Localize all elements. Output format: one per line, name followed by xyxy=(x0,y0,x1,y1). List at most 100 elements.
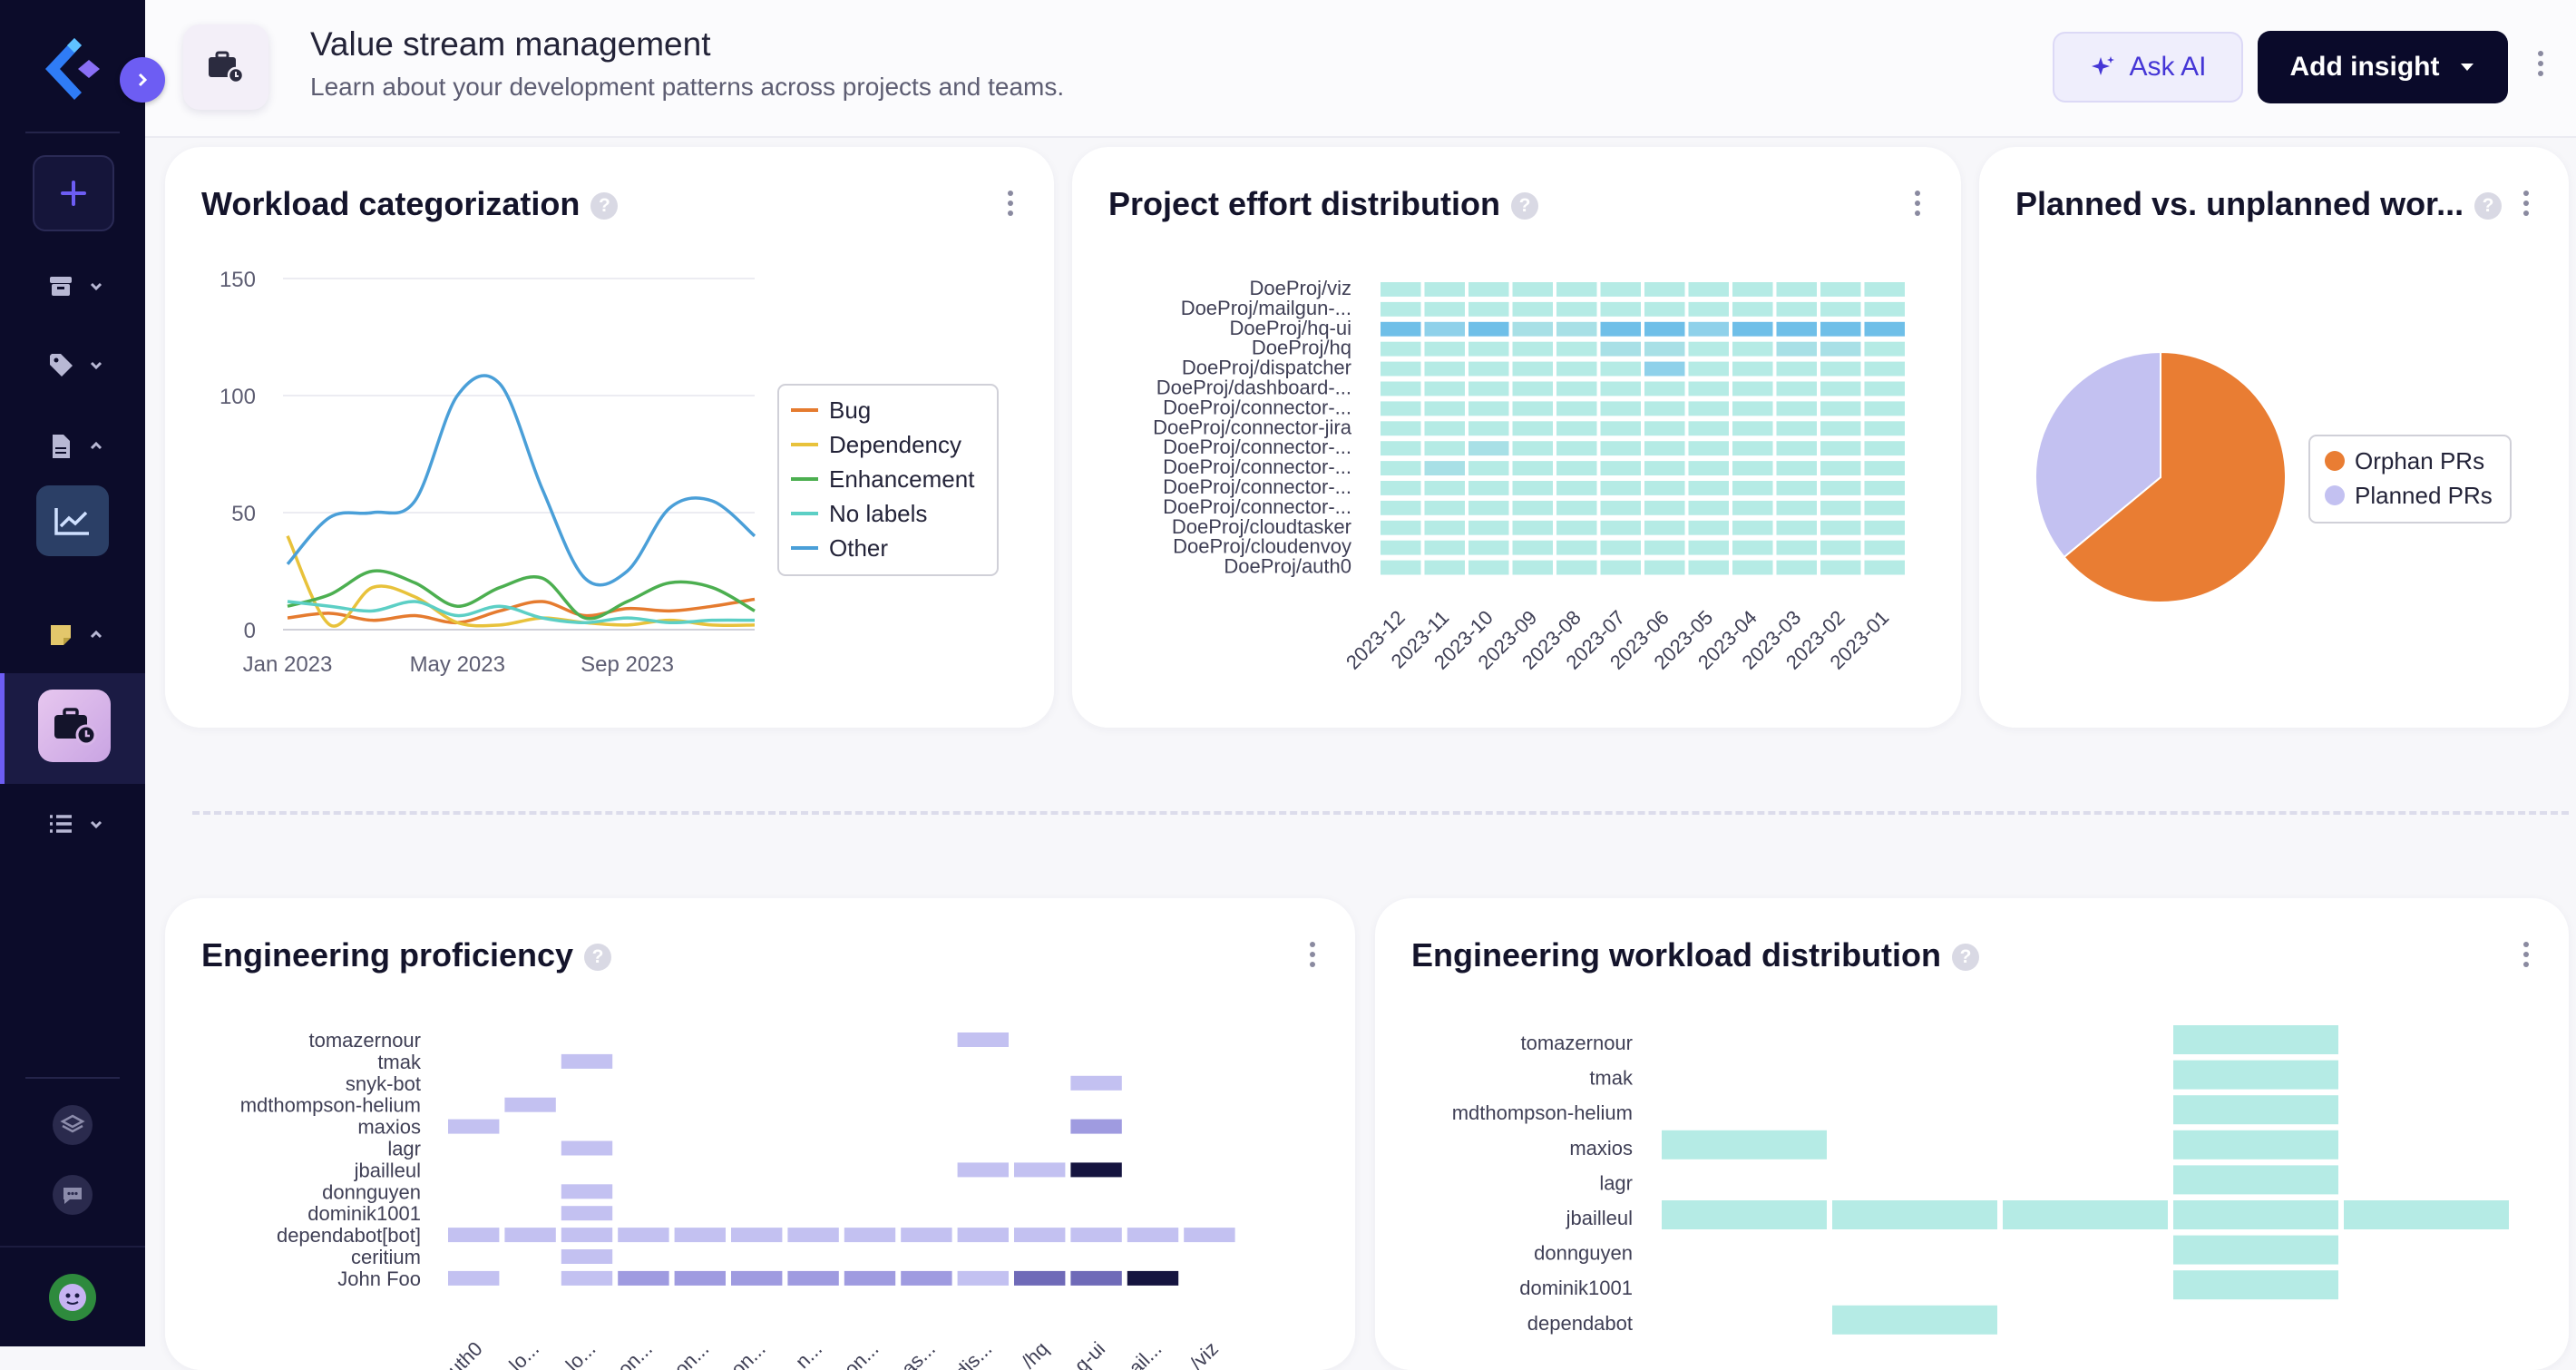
avatar[interactable] xyxy=(49,1274,96,1321)
heatmap-cell xyxy=(1688,282,1729,297)
heatmap-cell xyxy=(1381,520,1421,535)
heatmap-cell xyxy=(561,1053,613,1069)
sidebar-item-charts[interactable] xyxy=(36,485,109,556)
heatmap-cell xyxy=(1644,282,1685,297)
heatmap-cell xyxy=(1556,301,1597,317)
heatmap-cell xyxy=(1864,500,1905,515)
add-icon xyxy=(61,181,86,206)
sidebar-item-archive[interactable] xyxy=(47,268,105,304)
heatmap-cell xyxy=(1014,1228,1066,1243)
card-more-icon[interactable] xyxy=(1915,191,1920,216)
heatmap-cell xyxy=(1600,301,1641,317)
series-line-bug xyxy=(287,597,756,625)
list-icon xyxy=(50,815,72,833)
header-more-icon[interactable] xyxy=(2538,51,2543,76)
row-label: dominik1001 xyxy=(307,1202,421,1225)
heatmap-cell xyxy=(1820,500,1861,515)
heatmap-cell xyxy=(1732,560,1773,575)
heatmap-cell xyxy=(1864,361,1905,377)
heatmap-cell xyxy=(504,1228,556,1243)
column-label: on... xyxy=(613,1337,657,1370)
heatmap-cell xyxy=(1556,421,1597,436)
heatmap-cell xyxy=(1820,421,1861,436)
card-more-icon[interactable] xyxy=(2523,191,2529,216)
x-tick-label: Sep 2023 xyxy=(581,652,674,677)
sidebar-item-notes[interactable] xyxy=(47,617,105,653)
heatmap-cell xyxy=(1644,441,1685,456)
tag-icon xyxy=(50,354,73,377)
heatmap-cell xyxy=(1556,441,1597,456)
sidebar-item-value-stream[interactable] xyxy=(0,673,145,784)
sidebar-item-documents[interactable] xyxy=(47,428,105,465)
briefcase-clock-icon xyxy=(54,708,97,746)
heatmap-cell xyxy=(1469,441,1509,456)
add-insight-button[interactable]: Add insight xyxy=(2258,31,2508,103)
planned-pie-chart: Orphan PRs Planned PRs xyxy=(2034,350,2512,603)
y-tick-label: 150 xyxy=(220,268,256,292)
heatmap-cell xyxy=(1424,441,1465,456)
sidebar-item-list[interactable] xyxy=(47,806,105,842)
heatmap-cell xyxy=(1469,520,1509,535)
card-more-icon[interactable] xyxy=(1310,942,1315,967)
legend-label: No labels xyxy=(829,500,927,527)
card-title: Planned vs. unplanned wor...? xyxy=(2015,185,2503,223)
heatmap-cell xyxy=(901,1270,952,1286)
heatmap-cell xyxy=(1864,461,1905,475)
help-icon[interactable]: ? xyxy=(1511,192,1538,220)
column-label: as... xyxy=(897,1337,940,1370)
card-title-text: Workload categorization xyxy=(201,185,581,222)
heatmap-cell xyxy=(1600,540,1641,555)
sidebar xyxy=(0,0,145,1346)
heatmap-cell xyxy=(1556,520,1597,535)
help-icon[interactable]: ? xyxy=(1952,944,1980,972)
heatmap-cell xyxy=(1864,540,1905,555)
column-label: /viz xyxy=(1186,1337,1223,1370)
legend-swatch xyxy=(2325,485,2345,505)
heatmap-cell xyxy=(1556,341,1597,357)
heatmap-cell xyxy=(1820,461,1861,475)
workload-distribution-heatmap: tomazernour tmak mdthompson-helium maxios la… xyxy=(1452,1025,2509,1335)
heatmap-cell xyxy=(1864,441,1905,456)
help-icon[interactable]: ? xyxy=(590,192,619,220)
heatmap-cell xyxy=(1424,461,1465,475)
card-more-icon[interactable] xyxy=(1008,191,1013,216)
heatmap-cell xyxy=(1820,520,1861,535)
heatmap-cell xyxy=(1512,361,1553,377)
sidebar-item-tags[interactable] xyxy=(47,347,105,383)
heatmap-cell xyxy=(1600,461,1641,475)
card-more-icon[interactable] xyxy=(2523,942,2529,967)
pie-slice-orphan-prs xyxy=(2063,350,2287,603)
add-button[interactable] xyxy=(33,155,114,231)
chevron-up-icon xyxy=(90,441,102,450)
heatmap-cell xyxy=(561,1228,613,1243)
heatmap-cell xyxy=(1776,481,1817,495)
help-icon[interactable]: ? xyxy=(584,944,612,972)
heatmap-cell xyxy=(1127,1228,1179,1243)
card-title: Workload categorization? xyxy=(201,185,619,223)
chevron-down-icon xyxy=(90,282,102,291)
heatmap-cell xyxy=(957,1270,1009,1286)
help-icon[interactable]: ? xyxy=(2474,192,2503,220)
heatmap-cell xyxy=(1556,321,1597,337)
heatmap-cell xyxy=(1600,361,1641,377)
heatmap-cell xyxy=(1512,401,1553,416)
heatmap-cell xyxy=(1732,282,1773,297)
heatmap-cell xyxy=(1469,341,1509,357)
heatmap-cell xyxy=(1424,381,1465,396)
heatmap-cell xyxy=(1381,560,1421,575)
sidebar-collapse-button[interactable] xyxy=(120,57,165,103)
heatmap-cell xyxy=(1424,560,1465,575)
row-label: DoeProj/connector-jira xyxy=(1153,416,1352,438)
workload-categorization-card: Workload categorization? 0 50 100 150 Jan 20… xyxy=(165,147,1054,728)
logo-icon[interactable] xyxy=(36,33,109,105)
sidebar-item-layers[interactable] xyxy=(53,1105,93,1145)
heatmap-cell xyxy=(1776,341,1817,357)
heatmap-cell xyxy=(957,1162,1009,1178)
heatmap-cell xyxy=(674,1228,726,1243)
sidebar-item-chat[interactable] xyxy=(53,1175,93,1215)
heatmap-cell xyxy=(1732,520,1773,535)
row-label: lagr xyxy=(387,1138,421,1160)
heatmap-cell xyxy=(1469,381,1509,396)
heatmap-cell xyxy=(1776,441,1817,456)
ask-ai-button[interactable]: Ask AI xyxy=(2053,32,2243,103)
